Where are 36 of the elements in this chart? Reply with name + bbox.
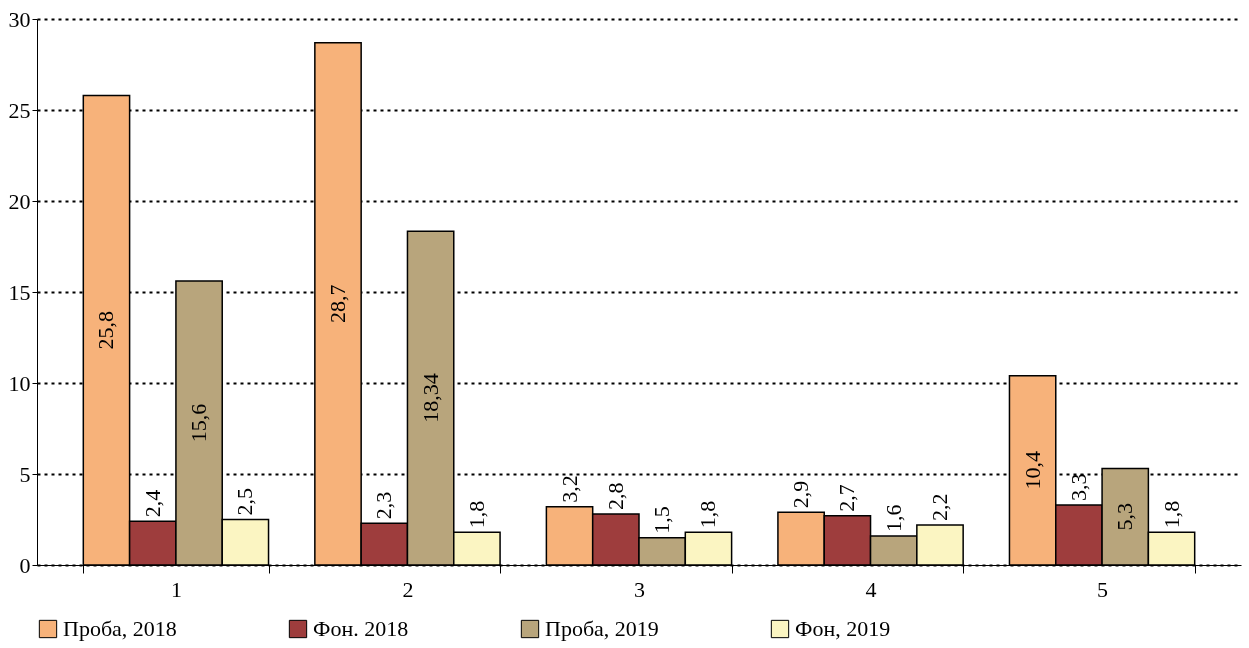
data-label: 2,9 [788,480,814,509]
legend-label: Проба, 2018 [63,616,177,641]
y-tick-label: 30 [8,6,31,32]
x-tick-label: 4 [865,576,877,602]
data-label: 1,5 [649,506,675,534]
data-label: 1,8 [695,500,721,529]
y-tick-label: 25 [8,97,31,123]
data-label: 2,5 [232,488,258,516]
data-label: 10,4 [1019,451,1045,490]
x-tick-label: 3 [634,576,645,602]
data-label: 15,6 [186,403,212,443]
x-tick-label: 1 [170,576,182,602]
data-label: 3,3 [1065,473,1091,501]
data-label: 2,8 [602,482,628,511]
legend-label: Фон. 2018 [313,616,409,641]
y-tick-label: 5 [19,461,31,487]
data-label: 18,34 [417,373,443,423]
data-label: 3,2 [556,475,582,503]
legend-label: Проба, 2019 [545,616,659,641]
legend-label: Фон, 2019 [795,616,891,641]
data-label: 2,7 [834,484,860,512]
y-tick-label: 0 [19,552,31,578]
data-label: 2,2 [927,493,952,521]
data-label: 28,7 [325,284,350,324]
data-label: 5,3 [1112,503,1138,531]
data-label: 25,8 [93,310,119,350]
x-tick-label: 2 [402,576,414,602]
data-label: 1,8 [463,500,489,529]
x-tick-label: 5 [1097,576,1109,602]
data-label: 2,4 [139,489,165,518]
data-label: 1,8 [1158,500,1184,529]
y-tick-label: 15 [8,279,31,305]
data-label: 2,3 [371,491,397,520]
y-tick-label: 10 [8,370,31,396]
data-label: 1,6 [880,504,906,532]
y-tick-label: 20 [8,188,31,214]
